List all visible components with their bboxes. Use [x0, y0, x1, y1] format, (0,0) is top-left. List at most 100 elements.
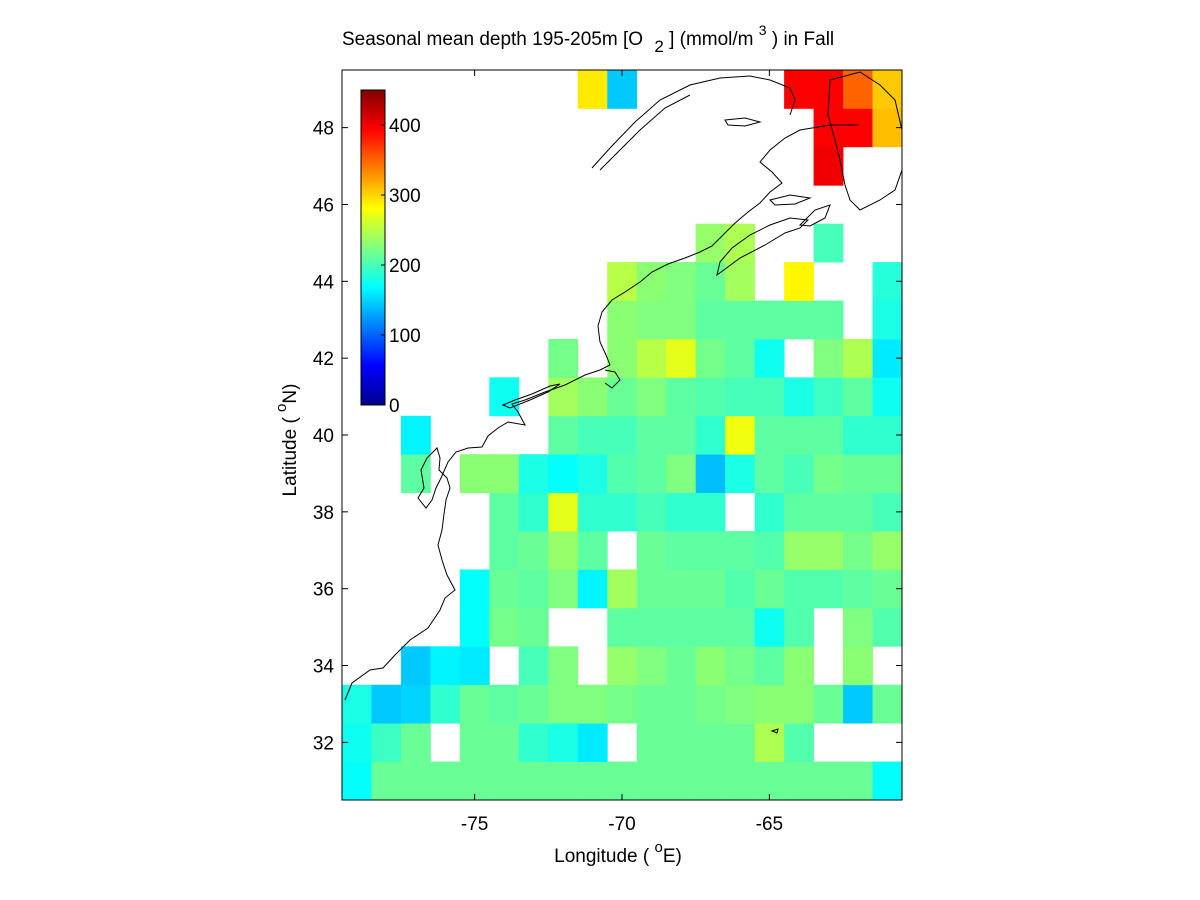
heatmap-cell: [518, 607, 549, 647]
heatmap-cell: [695, 492, 726, 532]
heatmap-cell: [843, 492, 873, 532]
heatmap-cell: [754, 300, 785, 340]
heatmap-cell: [666, 723, 697, 762]
heatmap-cell: [666, 492, 697, 532]
heatmap-cell: [754, 415, 785, 455]
heatmap-cell: [666, 761, 697, 800]
anticosti: [724, 117, 762, 127]
heatmap-cell: [577, 454, 608, 494]
heatmap-cell: [695, 338, 726, 378]
heatmap-cell: [813, 761, 844, 800]
heatmap-cell: [872, 300, 902, 340]
x-axis-label: Longitude ( oE): [554, 839, 682, 867]
heatmap-cell: [784, 415, 814, 455]
heatmap-cell: [725, 646, 756, 686]
heatmap-cell: [725, 415, 756, 455]
heatmap-cell: [695, 684, 726, 724]
heatmap-cell: [754, 454, 785, 494]
y-tick-label: 32: [313, 733, 334, 754]
heatmap-cell: [342, 761, 372, 800]
heatmap-cell: [813, 569, 844, 609]
heatmap-cell: [636, 723, 667, 762]
pei: [769, 194, 812, 206]
colorbar-tick-label: 300: [389, 186, 421, 207]
heatmap-cell: [725, 761, 756, 800]
heatmap-cell: [784, 761, 814, 800]
heatmap-cell: [459, 723, 490, 762]
heatmap-cell: [872, 684, 902, 724]
heatmap-cell: [459, 454, 490, 494]
y-tick-label: 42: [313, 349, 334, 370]
colorbar-tick-label: 200: [389, 256, 421, 277]
newfoundland: [827, 71, 902, 211]
heatmap-cell: [577, 492, 608, 532]
heatmap-cell: [636, 338, 667, 378]
heatmap-cell: [400, 684, 431, 724]
heatmap-cell: [400, 723, 431, 762]
heatmap-cell: [843, 646, 873, 686]
heatmap-cell: [430, 684, 461, 724]
heatmap-cell: [577, 761, 608, 800]
heatmap-cells: [342, 70, 902, 800]
heatmap-cell: [400, 415, 431, 455]
heatmap-cell: [577, 70, 608, 109]
colorbar-tick-label: 400: [389, 116, 421, 137]
heatmap-cell: [636, 415, 667, 455]
heatmap-cell: [813, 415, 844, 455]
cape-breton: [798, 204, 831, 227]
st-lawrence-river: [591, 75, 796, 171]
x-tick-label: -75: [461, 814, 488, 835]
heatmap-cell: [518, 646, 549, 686]
heatmap-cell: [607, 454, 638, 494]
heatmap-cell: [754, 761, 785, 800]
heatmap-cell: [695, 531, 726, 570]
heatmap-cell: [666, 300, 697, 340]
y-tick-label: 46: [313, 195, 334, 216]
heatmap-cell: [459, 684, 490, 724]
heatmap-cell: [784, 70, 814, 109]
heatmap-cell: [577, 569, 608, 609]
y-tick-label: 40: [313, 426, 334, 447]
heatmap-cell: [636, 300, 667, 340]
heatmap-cell: [872, 761, 902, 800]
heatmap-cell: [695, 723, 726, 762]
y-axis-ticks: 32 34 36 38 40 42 44 46 48: [313, 119, 902, 754]
heatmap-cell: [843, 684, 873, 724]
y-tick-label: 36: [313, 580, 334, 601]
heatmap-cell: [371, 761, 402, 800]
heatmap-cell: [518, 492, 549, 532]
y-tick-label: 48: [313, 119, 334, 140]
heatmap-cell: [725, 338, 756, 378]
heatmap-cell: [607, 761, 638, 800]
colorbar-tick-label: 100: [389, 326, 421, 347]
heatmap-cell: [666, 569, 697, 609]
heatmap-cell: [518, 454, 549, 494]
heatmap-cell: [548, 569, 579, 609]
heatmap-cell: [666, 338, 697, 378]
heatmap-cell: [489, 454, 520, 494]
heatmap-cell: [695, 300, 726, 340]
heatmap-cell: [695, 262, 726, 301]
heatmap-cell: [489, 607, 520, 647]
heatmap-cell: [784, 454, 814, 494]
heatmap-cell: [784, 607, 814, 647]
heatmap-cell: [459, 761, 490, 800]
heatmap-cell: [843, 377, 873, 417]
heatmap-cell: [813, 300, 844, 340]
heatmap-cell: [607, 569, 638, 609]
chart-title: Seasonal mean depth 195-205m [O 2 ] (mmo…: [342, 19, 834, 57]
heatmap-cell: [666, 646, 697, 686]
heatmap-cell: [754, 723, 785, 762]
x-tick-label: -70: [608, 814, 635, 835]
heatmap-cell: [843, 531, 873, 570]
heatmap-cell: [725, 723, 756, 762]
plot-area: [342, 70, 902, 800]
heatmap-cell: [489, 761, 520, 800]
heatmap-cell: [548, 646, 579, 686]
heatmap-cell: [636, 377, 667, 417]
us-east-coastline: [344, 124, 858, 701]
heatmap-cell: [636, 531, 667, 570]
heatmap-cell: [784, 300, 814, 340]
heatmap-cell: [754, 646, 785, 686]
heatmap-cell: [872, 70, 902, 109]
